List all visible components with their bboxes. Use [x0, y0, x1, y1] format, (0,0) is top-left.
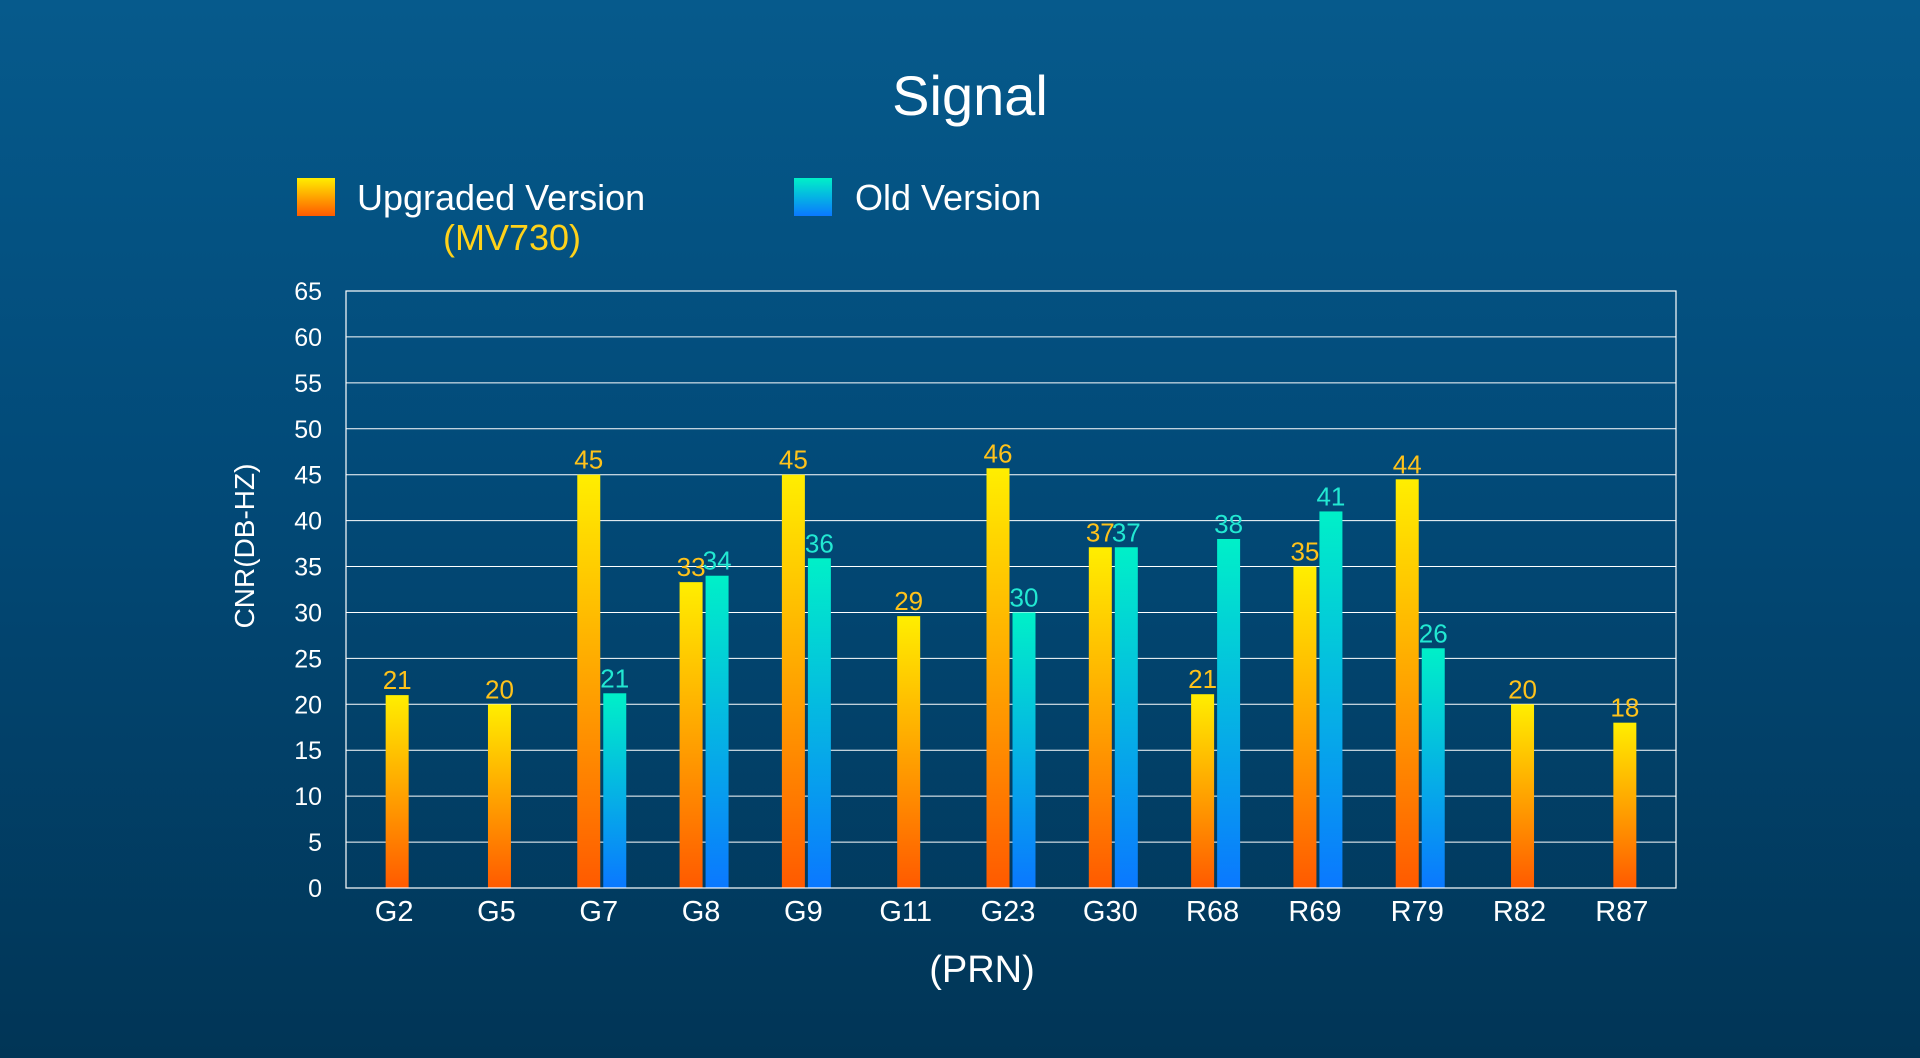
- x-tick-label: G7: [579, 896, 618, 928]
- y-tick-label: 60: [294, 324, 322, 352]
- legend-label-old: Old Version: [855, 177, 1041, 218]
- x-tick-labels: G2 G5 G7 G8 G9 G11 G23 G30 R68 R69 R79 R82 R87: [375, 896, 1649, 928]
- data-label-upgraded: 46: [984, 438, 1013, 468]
- y-tick-labels: 0 5 10 15 20 25 30 35 40 45 50 55 60 65: [294, 278, 322, 903]
- data-label-upgraded: 44: [1393, 449, 1422, 479]
- y-tick-label: 65: [294, 278, 322, 306]
- grid-lines: [346, 336, 1676, 843]
- legend-label-upgraded: Upgraded Version: [357, 177, 645, 218]
- x-tick-label: G30: [1083, 896, 1138, 928]
- chart-title: Signal: [892, 64, 1048, 127]
- y-axis-label: CNR(DB-HZ): [229, 464, 260, 629]
- bar-upgraded: [1395, 479, 1419, 888]
- bar-upgraded: [487, 704, 511, 888]
- legend: Upgraded Version (MV730) Old Version: [297, 177, 1041, 258]
- bar-upgraded: [1088, 547, 1112, 888]
- x-tick-label: G5: [477, 896, 516, 928]
- x-tick-label: G23: [981, 896, 1036, 928]
- legend-swatch-old: [794, 178, 832, 216]
- y-tick-label: 25: [294, 645, 322, 673]
- data-label-upgraded: 18: [1610, 693, 1639, 723]
- data-label-upgraded: 45: [779, 445, 808, 475]
- data-label-upgraded: 33: [677, 552, 706, 582]
- bar-old: [1012, 612, 1036, 888]
- data-label-old: 21: [600, 663, 629, 693]
- data-label-old: 36: [805, 528, 834, 558]
- bar-old: [1217, 538, 1241, 888]
- data-label-old: 38: [1214, 509, 1243, 539]
- bar-old: [1319, 511, 1343, 888]
- x-tick-label: G2: [375, 896, 414, 928]
- x-tick-label: R69: [1288, 896, 1341, 928]
- bar-upgraded: [1293, 566, 1317, 888]
- data-label-upgraded: 20: [485, 674, 514, 704]
- y-tick-label: 15: [294, 737, 322, 765]
- y-tick-label: 45: [294, 462, 322, 490]
- data-label-upgraded: 37: [1086, 517, 1115, 547]
- bar-old: [1114, 547, 1138, 888]
- bar-upgraded: [679, 582, 703, 888]
- data-label-old: 26: [1419, 618, 1448, 648]
- plot-area-frame: [345, 290, 1677, 889]
- bar-upgraded: [986, 468, 1010, 888]
- data-label-upgraded: 20: [1508, 674, 1537, 704]
- y-tick-label: 50: [294, 416, 322, 444]
- x-tick-label: R82: [1493, 896, 1546, 928]
- data-label-old: 34: [703, 546, 732, 576]
- bar-old: [1421, 648, 1445, 888]
- data-label-upgraded: 21: [1188, 664, 1217, 694]
- y-tick-label: 40: [294, 508, 322, 536]
- bar-upgraded: [1613, 722, 1637, 888]
- data-label-old: 30: [1010, 582, 1039, 612]
- bar-upgraded: [781, 474, 805, 888]
- x-tick-label: G9: [784, 896, 823, 928]
- x-tick-label: R68: [1186, 896, 1239, 928]
- data-label-old: 41: [1316, 481, 1345, 511]
- bar-old: [807, 558, 831, 888]
- bar-upgraded: [385, 695, 409, 888]
- y-tick-label: 5: [308, 829, 322, 857]
- data-label-upgraded: 29: [894, 586, 923, 616]
- data-label-upgraded: 45: [574, 445, 603, 475]
- bar-upgraded: [577, 474, 601, 888]
- x-tick-label: R87: [1595, 896, 1648, 928]
- data-label-upgraded: 21: [383, 665, 412, 695]
- y-tick-label: 0: [308, 875, 322, 903]
- bar-upgraded: [897, 616, 921, 888]
- bar-upgraded: [1191, 694, 1215, 888]
- y-tick-label: 20: [294, 691, 322, 719]
- x-tick-label: R79: [1391, 896, 1444, 928]
- y-tick-label: 55: [294, 370, 322, 398]
- data-label-old: 37: [1112, 517, 1141, 547]
- legend-swatch-upgraded: [297, 178, 335, 216]
- x-tick-label: G11: [879, 896, 932, 928]
- x-tick-label: G8: [682, 896, 721, 928]
- legend-sublabel-upgraded: (MV730): [443, 217, 581, 258]
- y-tick-label: 35: [294, 554, 322, 582]
- bar-old: [705, 575, 729, 888]
- x-axis-label: (PRN): [929, 949, 1035, 991]
- y-tick-label: 10: [294, 783, 322, 811]
- bars: [385, 468, 1637, 888]
- data-label-upgraded: 35: [1290, 537, 1319, 567]
- bar-old: [603, 693, 627, 888]
- bar-upgraded: [1511, 704, 1535, 888]
- y-tick-label: 30: [294, 599, 322, 627]
